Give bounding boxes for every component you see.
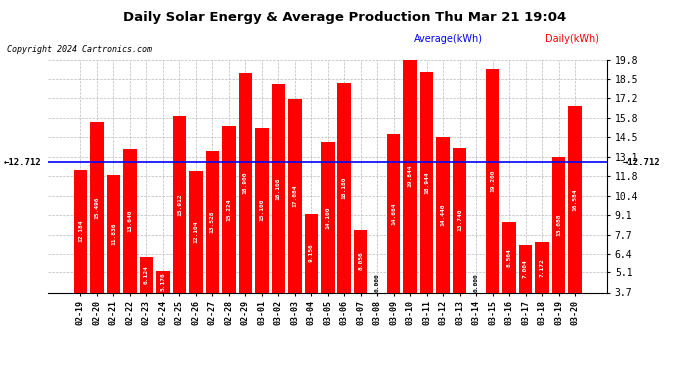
Text: 13.528: 13.528 [210, 210, 215, 233]
Text: 18.944: 18.944 [424, 171, 429, 194]
Text: 14.100: 14.100 [325, 206, 331, 229]
Text: 15.224: 15.224 [226, 198, 231, 220]
Text: 17.084: 17.084 [293, 184, 297, 207]
Text: Copyright 2024 Cartronics.com: Copyright 2024 Cartronics.com [7, 45, 152, 54]
Bar [288, 99, 302, 292]
Bar [172, 116, 186, 292]
Bar [519, 245, 533, 292]
Bar [107, 175, 120, 292]
Bar [453, 147, 466, 292]
Bar [123, 149, 137, 292]
Text: Daily(kWh): Daily(kWh) [545, 34, 599, 44]
Text: 7.004: 7.004 [523, 259, 528, 278]
Text: 15.496: 15.496 [95, 196, 99, 219]
Text: 8.056: 8.056 [358, 252, 363, 270]
Text: 14.440: 14.440 [441, 204, 446, 226]
Text: 0.000: 0.000 [473, 273, 479, 292]
Bar [156, 271, 170, 292]
Bar [387, 134, 400, 292]
Bar [304, 214, 318, 292]
Bar [502, 222, 516, 292]
Bar [535, 242, 549, 292]
Bar [337, 83, 351, 292]
Text: 5.176: 5.176 [160, 273, 166, 291]
Bar [222, 126, 235, 292]
Text: 13.640: 13.640 [128, 210, 132, 232]
Text: 13.740: 13.740 [457, 209, 462, 231]
Bar [420, 72, 433, 292]
Bar [74, 170, 87, 292]
Bar [189, 171, 203, 292]
Bar [321, 142, 335, 292]
Bar [255, 128, 268, 292]
Text: →12.712: →12.712 [622, 158, 660, 167]
Text: 11.836: 11.836 [111, 222, 116, 245]
Text: 8.564: 8.564 [506, 248, 511, 267]
Text: 19.200: 19.200 [490, 170, 495, 192]
Bar [486, 69, 500, 292]
Text: 14.664: 14.664 [391, 202, 396, 225]
Bar [206, 151, 219, 292]
Bar [404, 59, 417, 292]
Text: 15.100: 15.100 [259, 199, 264, 221]
Text: Daily Solar Energy & Average Production Thu Mar 21 19:04: Daily Solar Energy & Average Production … [124, 11, 566, 24]
Bar [90, 122, 104, 292]
Text: 12.104: 12.104 [193, 220, 198, 243]
Text: 7.172: 7.172 [540, 258, 544, 277]
Text: 15.912: 15.912 [177, 193, 182, 216]
Text: 18.900: 18.900 [243, 171, 248, 194]
Bar [272, 84, 285, 292]
Text: 18.180: 18.180 [342, 177, 347, 199]
Text: 13.088: 13.088 [556, 213, 561, 236]
Bar [354, 230, 368, 292]
Bar [552, 157, 565, 292]
Text: 16.584: 16.584 [573, 188, 578, 211]
Bar [239, 73, 252, 292]
Text: 6.124: 6.124 [144, 266, 149, 284]
Bar [139, 258, 153, 292]
Text: ←12.712: ←12.712 [3, 158, 41, 167]
Text: 12.184: 12.184 [78, 220, 83, 243]
Text: Average(kWh): Average(kWh) [414, 34, 483, 44]
Text: 0.000: 0.000 [375, 273, 380, 292]
Text: 18.108: 18.108 [276, 177, 281, 200]
Text: 19.844: 19.844 [408, 165, 413, 187]
Bar [436, 137, 450, 292]
Text: 9.156: 9.156 [308, 244, 314, 262]
Bar [569, 106, 582, 292]
